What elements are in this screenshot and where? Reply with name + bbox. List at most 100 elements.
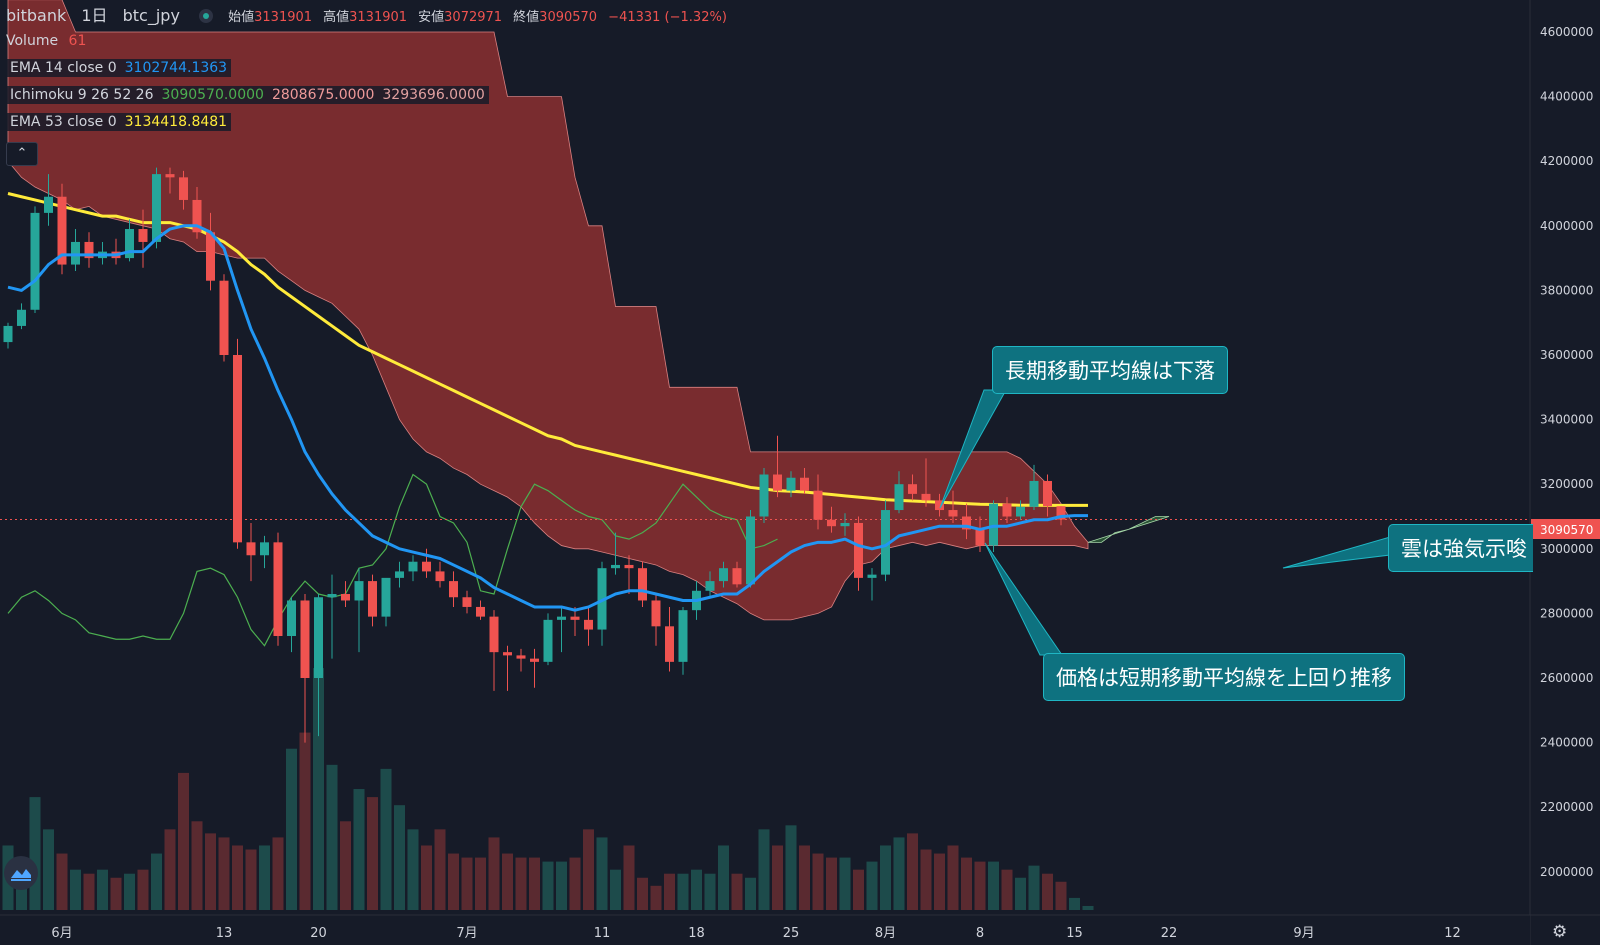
candle-body — [206, 232, 215, 281]
volume-bar — [1082, 905, 1094, 910]
volume-bar — [313, 668, 324, 910]
last-price-badge — [1531, 519, 1600, 539]
candle-body — [138, 229, 148, 242]
time-tick-label: 6月 — [51, 926, 72, 941]
volume-bar — [718, 845, 729, 910]
volume-bar — [326, 764, 338, 910]
volume-bar — [988, 861, 999, 910]
candle-body — [894, 484, 904, 511]
volume-bar — [191, 821, 203, 910]
volume-bar — [758, 829, 770, 910]
ema53-legend[interactable]: EMA 53 close 0 3134418.8481 — [6, 113, 232, 131]
candle-body — [719, 568, 728, 582]
candle-body — [503, 652, 512, 656]
candle-body — [341, 594, 350, 601]
candle-body — [408, 561, 418, 572]
candle-body — [1043, 480, 1052, 507]
ema14-line — [7, 224, 1088, 612]
candle-body — [516, 655, 526, 659]
volume-bar — [907, 833, 918, 910]
volume-bar — [461, 857, 473, 910]
candle-body — [989, 503, 998, 546]
candle-body — [219, 280, 229, 355]
volume-bar — [29, 797, 41, 910]
candle-body — [948, 510, 958, 517]
ichimoku-legend[interactable]: Ichimoku 9 26 52 26 3090570.0000 2808675.0… — [6, 86, 489, 104]
volume-bar — [367, 797, 378, 910]
high-value: 3131901 — [349, 10, 408, 25]
callout-cloud-pointer — [1282, 536, 1391, 569]
candle-body — [962, 516, 971, 530]
volume-bar — [920, 849, 932, 910]
volume-bar — [542, 861, 554, 910]
volume-bar — [110, 877, 122, 910]
time-tick-label: 8 — [976, 926, 984, 941]
volume-bar — [745, 877, 756, 910]
gear-icon[interactable]: ⚙ — [1552, 922, 1568, 942]
price-tick-label: 4400000 — [1540, 90, 1593, 104]
volume-bar — [245, 849, 257, 910]
candle-body — [246, 542, 256, 556]
candle-body — [813, 490, 823, 520]
close-label: 終値 — [513, 10, 540, 25]
candle-body — [300, 600, 310, 678]
low-label: 安値 — [418, 10, 445, 25]
volume-bar — [407, 829, 419, 910]
time-tick-label: 20 — [310, 926, 327, 941]
candle-body — [165, 174, 175, 178]
ichimoku-legend-v1: 3090570.0000 — [157, 86, 268, 104]
price-tick-label: 2800000 — [1540, 606, 1593, 620]
volume-bar — [866, 861, 878, 910]
interval[interactable]: 1日 — [81, 6, 108, 25]
candle-body — [192, 199, 202, 233]
time-tick-label: 22 — [1161, 926, 1178, 941]
candle-body — [786, 477, 796, 491]
candle-body — [125, 229, 134, 259]
ema14-legend[interactable]: EMA 14 close 0 3102744.1363 — [6, 59, 232, 77]
candle-body — [395, 571, 404, 578]
volume-bar — [286, 748, 297, 910]
candle-body — [678, 610, 688, 662]
candle-body — [935, 500, 944, 511]
candle-body — [368, 581, 377, 617]
volume-bar — [340, 821, 351, 910]
candle-body — [665, 626, 674, 662]
symbol-name[interactable]: btc_jpy — [122, 6, 180, 25]
volume-bar — [421, 845, 432, 910]
candle-body — [1056, 506, 1066, 520]
callout-price-above-pointer — [984, 542, 1063, 656]
volume-bar — [1055, 881, 1067, 910]
time-tick-label: 11 — [594, 926, 611, 941]
close-value: 3090570 — [539, 10, 598, 25]
time-tick-label: 9月 — [1293, 926, 1314, 941]
tradingview-logo-icon[interactable] — [4, 856, 38, 890]
candle-body — [1016, 506, 1025, 517]
volume-bar — [353, 789, 365, 910]
volume-bar — [83, 873, 95, 910]
ichimoku-legend-name: Ichimoku 9 26 52 26 — [6, 86, 158, 104]
price-tick-label: 3200000 — [1540, 477, 1593, 491]
volume-bar — [448, 853, 459, 910]
volume-bar — [272, 837, 284, 910]
candle-body — [638, 568, 647, 601]
callout-price-above: 価格は短期移動平均線を上回り推移 — [1043, 653, 1405, 701]
time-axis-bg — [0, 915, 1530, 945]
volume-bar — [164, 829, 176, 910]
candle-body — [759, 474, 769, 517]
volume-bar — [650, 885, 662, 910]
ichimoku-legend-v2: 2808675.0000 — [267, 86, 379, 104]
candle-body — [57, 196, 67, 265]
price-tick-label: 4200000 — [1540, 154, 1593, 168]
volume-bar — [677, 873, 689, 910]
low-value: 3072971 — [444, 10, 503, 25]
candle-body — [570, 616, 580, 620]
last-price-badge-text: 3090570 — [1540, 523, 1593, 537]
exchange-name[interactable]: bitbank — [6, 6, 67, 25]
time-tick-label: 12 — [1444, 926, 1461, 941]
volume-bar — [623, 845, 635, 910]
volume-bar — [434, 829, 446, 910]
collapse-legend-button[interactable]: ⌃ — [6, 142, 38, 166]
volume-legend[interactable]: Volume 61 — [6, 33, 86, 49]
volume-bar — [556, 861, 567, 910]
